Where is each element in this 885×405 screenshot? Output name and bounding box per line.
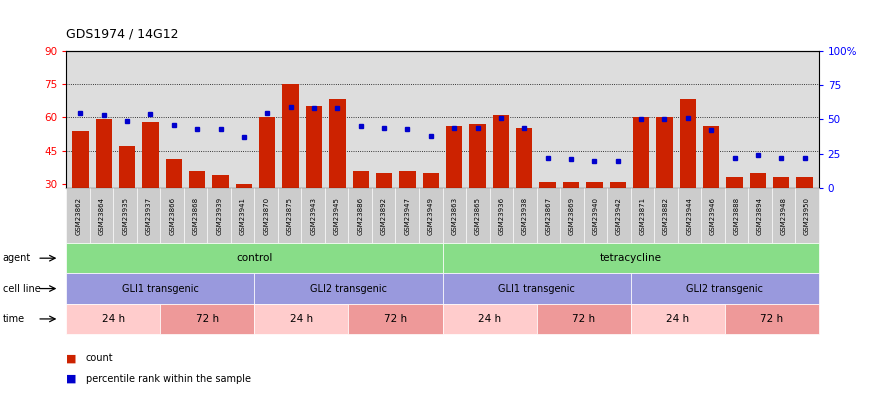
Text: 72 h: 72 h xyxy=(572,314,595,324)
Text: GLI2 transgenic: GLI2 transgenic xyxy=(686,284,763,294)
Text: GSM23882: GSM23882 xyxy=(663,197,669,234)
Text: GSM23936: GSM23936 xyxy=(498,196,504,235)
Text: GSM23947: GSM23947 xyxy=(404,197,411,234)
Text: GSM23944: GSM23944 xyxy=(687,197,692,234)
Text: GSM23865: GSM23865 xyxy=(474,197,481,234)
Bar xyxy=(376,173,392,188)
Bar xyxy=(119,146,135,188)
Text: GSM23869: GSM23869 xyxy=(569,196,574,235)
Text: ■: ■ xyxy=(66,354,77,363)
Bar xyxy=(540,182,556,188)
Text: GSM23871: GSM23871 xyxy=(639,196,645,235)
Text: GSM23888: GSM23888 xyxy=(734,196,739,235)
Text: GSM23939: GSM23939 xyxy=(216,196,222,235)
Bar xyxy=(142,122,158,188)
Text: GSM23894: GSM23894 xyxy=(757,197,763,234)
Text: GSM23949: GSM23949 xyxy=(427,197,434,234)
Text: GSM23935: GSM23935 xyxy=(122,197,128,234)
Text: time: time xyxy=(3,314,25,324)
Text: 24 h: 24 h xyxy=(478,314,501,324)
Text: GLI1 transgenic: GLI1 transgenic xyxy=(122,284,199,294)
Bar xyxy=(96,119,112,188)
Text: GSM23875: GSM23875 xyxy=(287,197,293,234)
Bar xyxy=(423,173,439,188)
Bar xyxy=(493,115,509,188)
Bar xyxy=(633,117,650,188)
Bar xyxy=(469,124,486,188)
Bar xyxy=(165,160,182,188)
Bar xyxy=(189,171,205,188)
Text: GSM23940: GSM23940 xyxy=(592,197,598,234)
Text: ■: ■ xyxy=(66,374,77,384)
Bar xyxy=(773,177,789,188)
Bar xyxy=(212,175,228,188)
Text: 24 h: 24 h xyxy=(102,314,125,324)
Text: GSM23870: GSM23870 xyxy=(263,196,269,235)
Text: GSM23863: GSM23863 xyxy=(451,196,458,235)
Bar xyxy=(750,173,766,188)
Text: GSM23941: GSM23941 xyxy=(240,197,246,234)
Text: count: count xyxy=(86,354,113,363)
Bar xyxy=(680,100,696,188)
Text: 24 h: 24 h xyxy=(666,314,689,324)
Text: GSM23945: GSM23945 xyxy=(334,197,340,234)
Text: GSM23867: GSM23867 xyxy=(545,196,551,235)
Bar xyxy=(282,84,299,188)
Text: GSM23942: GSM23942 xyxy=(616,197,622,234)
Bar xyxy=(446,126,462,188)
Bar xyxy=(703,126,720,188)
Text: GSM23946: GSM23946 xyxy=(710,197,716,234)
Bar xyxy=(399,171,416,188)
Text: GSM23938: GSM23938 xyxy=(522,196,527,235)
Bar xyxy=(352,171,369,188)
Text: GSM23950: GSM23950 xyxy=(804,197,810,234)
Text: percentile rank within the sample: percentile rank within the sample xyxy=(86,374,250,384)
Bar xyxy=(235,184,252,188)
Bar xyxy=(516,128,533,188)
Text: 72 h: 72 h xyxy=(196,314,219,324)
Text: cell line: cell line xyxy=(3,284,41,294)
Bar xyxy=(563,182,579,188)
Bar xyxy=(657,117,673,188)
Text: control: control xyxy=(236,253,273,263)
Text: GDS1974 / 14G12: GDS1974 / 14G12 xyxy=(66,28,179,40)
Text: GLI2 transgenic: GLI2 transgenic xyxy=(310,284,387,294)
Text: GLI1 transgenic: GLI1 transgenic xyxy=(498,284,575,294)
Bar xyxy=(727,177,743,188)
Text: GSM23866: GSM23866 xyxy=(169,196,175,235)
Bar xyxy=(329,100,345,188)
Text: GSM23864: GSM23864 xyxy=(98,197,104,234)
Text: GSM23862: GSM23862 xyxy=(75,197,81,234)
Bar xyxy=(306,106,322,188)
Text: GSM23886: GSM23886 xyxy=(358,196,363,235)
Bar xyxy=(586,182,603,188)
Text: GSM23868: GSM23868 xyxy=(193,196,198,235)
Text: tetracycline: tetracycline xyxy=(599,253,662,263)
Bar xyxy=(796,177,812,188)
Text: GSM23948: GSM23948 xyxy=(781,197,787,234)
Text: agent: agent xyxy=(3,253,31,263)
Text: 72 h: 72 h xyxy=(760,314,783,324)
Text: 72 h: 72 h xyxy=(384,314,407,324)
Text: 24 h: 24 h xyxy=(290,314,313,324)
Bar xyxy=(259,117,275,188)
Text: GSM23943: GSM23943 xyxy=(311,197,316,234)
Text: GSM23892: GSM23892 xyxy=(381,197,387,234)
Bar xyxy=(610,182,626,188)
Bar xyxy=(73,130,89,188)
Text: GSM23937: GSM23937 xyxy=(146,196,151,235)
